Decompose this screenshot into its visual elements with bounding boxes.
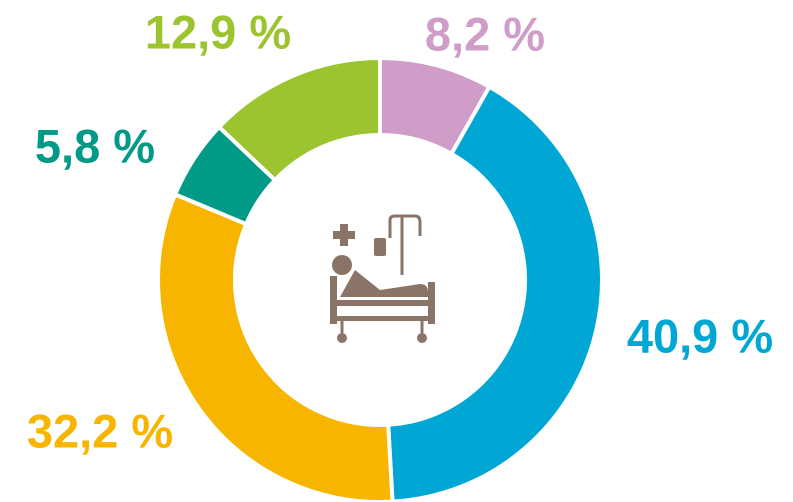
donut-segment <box>386 84 604 502</box>
value-label: 40,9 % <box>627 309 773 362</box>
value-label: 8,2 % <box>425 7 545 60</box>
donut-segment <box>216 55 382 183</box>
value-label: 32,2 % <box>27 404 173 457</box>
hospital-bed-icon <box>330 214 435 343</box>
value-label: 5,8 % <box>35 119 155 172</box>
donut-segment <box>156 191 395 502</box>
value-label: 12,9 % <box>145 5 291 58</box>
